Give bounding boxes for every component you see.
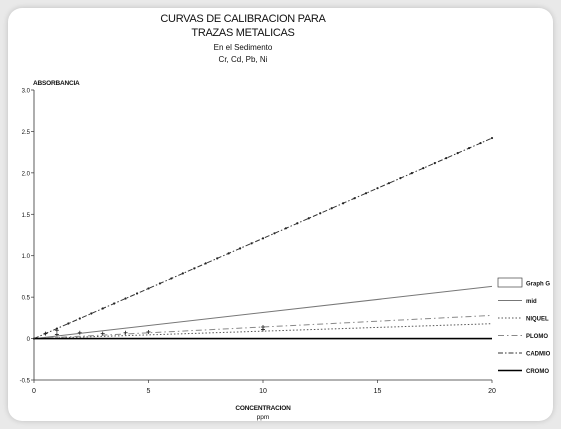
series-point-cadmio xyxy=(330,207,333,210)
legend-label: mid xyxy=(526,299,537,305)
series-point-cadmio xyxy=(32,337,36,340)
x-tick-label: 5 xyxy=(147,388,151,395)
series-point-cadmio xyxy=(124,297,127,300)
data-point xyxy=(261,324,265,329)
series-point-cadmio xyxy=(479,141,482,145)
series-point-cadmio xyxy=(261,237,265,240)
series-point-cadmio xyxy=(319,212,322,215)
data-point xyxy=(54,328,59,333)
series-point-cadmio xyxy=(422,167,425,170)
series-point-cadmio xyxy=(284,227,287,230)
x-tick-label: 10 xyxy=(259,388,267,395)
chart-title-line-2: TRAZAS METALICAS xyxy=(191,27,294,39)
x-tick-label: 0 xyxy=(32,388,36,395)
data-point xyxy=(123,330,128,335)
series-point-cadmio xyxy=(101,307,104,310)
data-point xyxy=(100,331,105,336)
data-point xyxy=(54,332,59,337)
y-axis-label: ABSORBANCIA xyxy=(33,80,80,87)
legend-label: PLOMO xyxy=(526,334,548,340)
series-line-niquel xyxy=(33,323,493,340)
series-point-cadmio xyxy=(147,287,150,290)
calibration-chart: CURVAS DE CALIBRACION PARA TRAZAS METALIC… xyxy=(20,13,551,421)
series-point-cadmio xyxy=(135,292,139,295)
series-point-cadmio xyxy=(376,187,379,190)
legend-label: CROMO xyxy=(526,369,549,375)
legend-label: CADMIO xyxy=(526,352,551,358)
chart-subtitle-line-2: Cr, Cd, Pb, Ni xyxy=(219,55,268,64)
series-point-cadmio xyxy=(273,232,276,235)
chart-title-line-1: CURVAS DE CALIBRACION PARA xyxy=(160,13,326,25)
legend-label: Graph G xyxy=(526,282,550,288)
y-tick-label: 1.5 xyxy=(22,213,31,219)
x-axis-label: CONCENTRACION xyxy=(235,405,291,412)
series-point-cadmio xyxy=(387,182,391,185)
x-axis-unit: ppm xyxy=(257,414,270,421)
data-point xyxy=(146,329,151,334)
series-line-mid xyxy=(33,285,493,340)
data-point xyxy=(43,331,48,336)
chart-frame: CURVAS DE CALIBRACION PARA TRAZAS METALIC… xyxy=(8,8,553,421)
series-point-cadmio xyxy=(239,247,242,250)
series-point-cadmio xyxy=(170,277,173,280)
x-tick-label: 15 xyxy=(374,388,382,395)
series-line-plomo xyxy=(33,314,493,340)
y-tick-label: 3.0 xyxy=(22,89,31,95)
series-point-cadmio xyxy=(307,217,310,220)
y-tick-label: 0 xyxy=(27,337,31,343)
y-tick-label: 0.5 xyxy=(22,296,31,302)
x-tick-label: 20 xyxy=(488,388,496,395)
y-tick-label: 2.0 xyxy=(22,171,31,177)
series-point-cadmio xyxy=(250,242,253,245)
y-tick-label: -0.5 xyxy=(20,379,31,385)
series-point-cadmio xyxy=(227,252,230,255)
series-point-cadmio xyxy=(468,146,471,150)
legend-label: NIQUEL xyxy=(526,317,549,323)
legend-swatch-graph xyxy=(497,277,523,288)
series-point-cadmio xyxy=(433,162,436,165)
series-point-cadmio xyxy=(78,317,81,320)
series-point-cadmio xyxy=(399,177,402,180)
series-point-cadmio xyxy=(410,172,413,175)
series-point-cadmio xyxy=(90,312,93,315)
y-tick-label: 1.0 xyxy=(22,254,31,260)
series-point-cadmio xyxy=(456,151,459,155)
series-point-cadmio xyxy=(490,136,494,140)
series-point-cadmio xyxy=(364,192,368,195)
data-point xyxy=(77,330,82,335)
chart-subtitle-line-1: En el Sedimento xyxy=(214,43,273,52)
series-point-cadmio xyxy=(158,282,162,285)
series-point-cadmio xyxy=(296,222,299,225)
series-point-cadmio xyxy=(342,202,345,205)
series-point-cadmio xyxy=(204,262,207,265)
series-point-cadmio xyxy=(216,257,219,260)
series-point-cadmio xyxy=(353,197,356,200)
series-point-cadmio xyxy=(113,302,116,305)
y-tick-label: 2.5 xyxy=(22,130,31,136)
series-point-cadmio xyxy=(181,272,184,275)
series-point-cadmio xyxy=(445,157,448,160)
series-point-cadmio xyxy=(67,322,70,325)
series-point-cadmio xyxy=(193,267,196,270)
